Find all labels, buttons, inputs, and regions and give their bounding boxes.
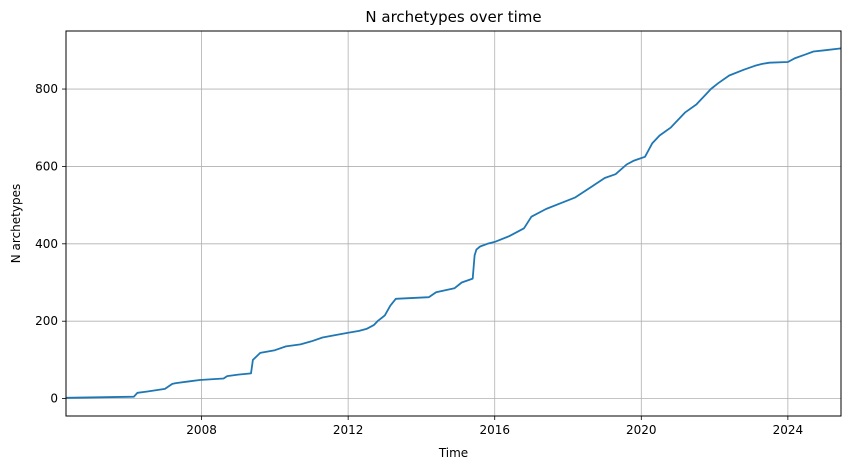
x-tick-label: 2012 xyxy=(333,423,364,437)
y-tick-label: 200 xyxy=(35,314,58,328)
x-tick-label: 2024 xyxy=(773,423,804,437)
y-tick-label: 400 xyxy=(35,237,58,251)
y-axis-label: N archetypes xyxy=(9,184,23,263)
y-tick-label: 800 xyxy=(35,82,58,96)
x-axis-label: Time xyxy=(438,446,468,460)
y-tick-label: 600 xyxy=(35,159,58,173)
grid xyxy=(66,31,841,416)
x-tick-label: 2008 xyxy=(186,423,217,437)
plot-area xyxy=(65,47,842,399)
axes-frame xyxy=(65,30,842,417)
x-tick-label: 2016 xyxy=(479,423,510,437)
y-tick-label: 0 xyxy=(50,392,58,406)
chart-title: N archetypes over time xyxy=(365,8,541,26)
axis-ticks: 2008 2012 2016 2020 2024 0 200 400 600 800 xyxy=(35,82,803,437)
x-tick-label: 2020 xyxy=(626,423,657,437)
series-line xyxy=(65,47,842,399)
